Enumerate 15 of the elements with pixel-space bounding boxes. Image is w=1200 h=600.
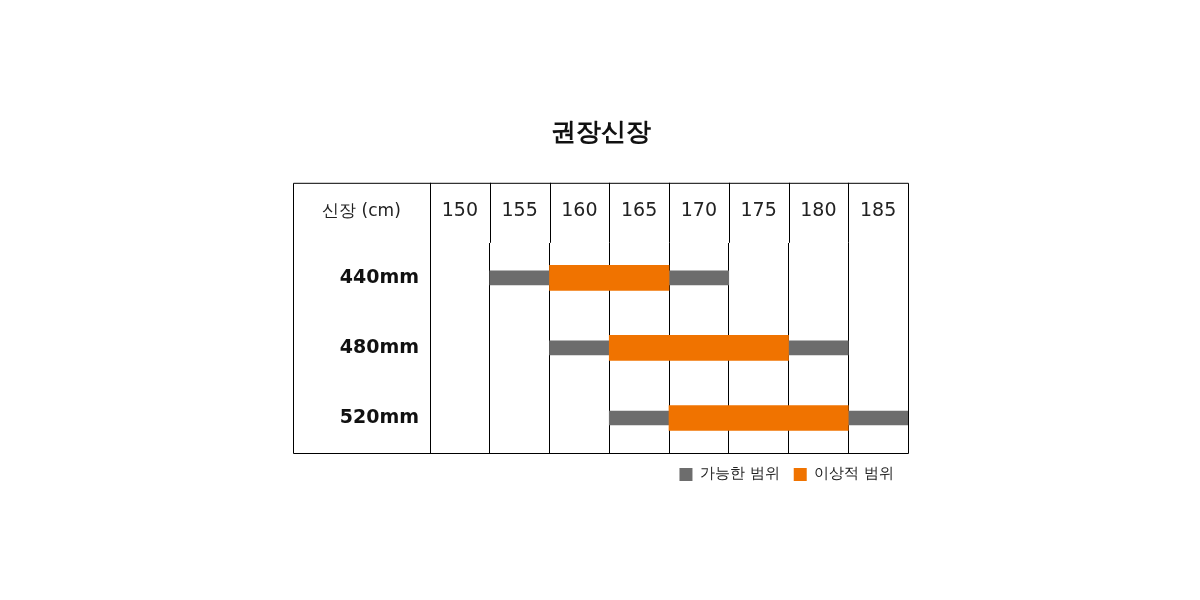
y-tick-label: 480mm	[339, 334, 419, 357]
x-axis-title: 신장 (cm)	[322, 200, 401, 221]
legend-label: 가능한 범위	[699, 464, 780, 483]
x-tick-label: 180	[800, 198, 837, 221]
y-tick-label: 440mm	[339, 264, 419, 287]
chart-title: 권장신장	[550, 116, 651, 146]
x-tick-label: 160	[561, 198, 598, 221]
x-tick-label: 155	[501, 198, 538, 221]
y-tick-label: 520mm	[339, 404, 419, 427]
x-tick-label: 185	[859, 198, 897, 221]
x-tick-label: 165	[620, 198, 658, 221]
x-tick-label: 150	[441, 198, 479, 221]
x-tick-label: 175	[740, 198, 777, 221]
x-tick-label: 170	[680, 198, 718, 221]
legend-label: 이상적 범위	[814, 464, 895, 483]
